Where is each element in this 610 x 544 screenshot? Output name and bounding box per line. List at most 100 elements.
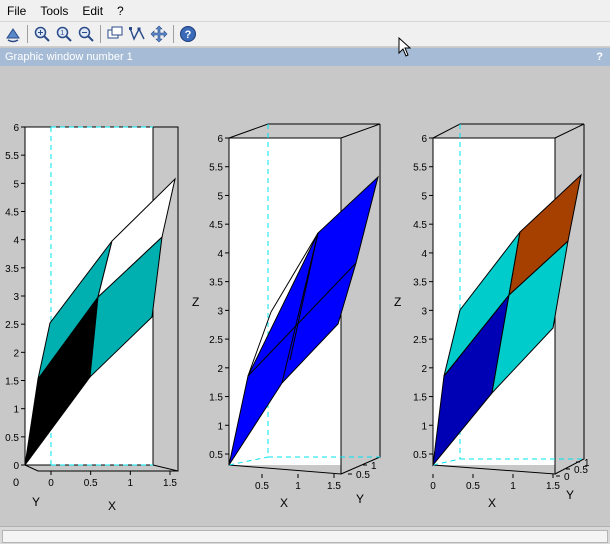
y-tick-label: 0.5 — [574, 465, 588, 476]
x-tick-label: 0 — [48, 478, 54, 489]
z-tick-label: 0.5 — [5, 433, 19, 444]
z-tick-label: 1.5 — [209, 393, 223, 404]
plot-2-surface — [228, 175, 379, 466]
plot-2-box-right — [340, 124, 381, 475]
x-tick-label: 1.5 — [327, 481, 341, 492]
z-tick-label: 2 — [421, 364, 427, 375]
z-tick-label: 4 — [217, 249, 223, 260]
plot-1-z-axis: 0 0.5 1 1.5 2 2.5 3 3.5 4 4.5 5 5.5 6 — [5, 123, 25, 472]
z-tick-label: 4.5 — [413, 220, 427, 231]
plot-1-x-axis: 0 0.5 1 1.5 — [48, 471, 177, 489]
z-tick-label: 2.5 — [209, 335, 223, 346]
plot-2-dashed-diag — [228, 456, 269, 466]
graphic-window-titlebar: Graphic window number 1 ? — [0, 48, 610, 66]
plot-2-xlabel: X — [280, 496, 288, 510]
z-tick-label: 5 — [421, 191, 427, 202]
zoom-in-icon[interactable] — [32, 24, 52, 44]
z-tick-label: 4.5 — [209, 220, 223, 231]
menu-bar: File Tools Edit ? — [0, 0, 610, 21]
z-tick-label: 2.5 — [413, 335, 427, 346]
x-tick-label: 1 — [295, 481, 301, 492]
z-tick-label: 3.5 — [209, 278, 223, 289]
x-tick-label: 0 — [430, 481, 436, 492]
rotate-icon[interactable] — [3, 24, 23, 44]
plot-3-z-axis: 0.5 1 1.5 2 2.5 3 3.5 4 4.5 5 5.5 6 — [413, 134, 433, 461]
z-tick-label: 2.5 — [5, 320, 19, 331]
y-tick-label: 1 — [584, 458, 590, 469]
svg-text:?: ? — [185, 29, 192, 41]
plot-3-zlabel: Z — [394, 295, 401, 309]
menu-help[interactable]: ? — [117, 3, 124, 18]
plot-3-dashed-diag — [432, 458, 461, 466]
plot-3-facet-brown — [508, 173, 582, 297]
plot-3-box-top — [432, 123, 585, 139]
status-field — [2, 530, 608, 543]
z-tick-label: 6 — [13, 123, 19, 134]
z-tick-label: 3 — [217, 306, 223, 317]
window-title: Graphic window number 1 — [5, 51, 133, 63]
z-tick-label: 5 — [13, 179, 19, 190]
plot-canvas[interactable]: 00.511.522.533.544.555.56 0 0.5 1 1.5 0 Y X… — [0, 66, 610, 526]
menu-file[interactable]: File — [7, 3, 27, 18]
z-tick-label: 2 — [13, 348, 19, 359]
plot-2-z-axis: 0.5 1 1.5 2 2.5 3 3.5 4 4.5 5 5.5 6 — [209, 134, 229, 461]
z-tick-label: 5.5 — [5, 151, 19, 162]
toolbar-separator — [100, 25, 101, 43]
plot-1-ylabel: Y — [32, 495, 40, 509]
x-tick-label: 0.5 — [466, 481, 480, 492]
x-tick-label: 1 — [128, 478, 134, 489]
z-tick-label: 6 — [217, 134, 223, 145]
plot-2: 0.511.522.533.544.555.56 0.5 1 1.5 0.51 Z … — [192, 123, 381, 510]
zoom-original-icon[interactable]: 1 — [54, 24, 74, 44]
z-tick-label: 4.5 — [5, 208, 19, 219]
plot-2-facet-edge — [247, 311, 272, 377]
plot-1: 0 0.5 1 1.5 2 2.5 3 3.5 4 4.5 5 5.5 6 0 0.5 1 1.5 0 Y X — [5, 123, 179, 513]
plot-1-y-tick: 0 — [13, 477, 19, 489]
status-bar — [0, 526, 610, 544]
window-help-button[interactable]: ? — [596, 51, 603, 63]
plot-1-xlabel: X — [108, 499, 116, 513]
z-tick-label: 5 — [217, 191, 223, 202]
plot-2-y-axis: 0.51 — [348, 461, 377, 481]
z-tick-label: 4 — [13, 236, 19, 247]
zoom-out-icon[interactable] — [76, 24, 96, 44]
y-tick-label: 0.5 — [356, 470, 370, 481]
toolbar-separator — [27, 25, 28, 43]
z-tick-label: 1.5 — [5, 377, 19, 388]
z-tick-label: 3 — [13, 292, 19, 303]
plot-3-ylabel: Y — [566, 488, 574, 502]
z-tick-label: 5.5 — [209, 163, 223, 174]
z-tick-label: 1 — [217, 421, 223, 432]
z-tick-label: 3 — [421, 306, 427, 317]
y-tick-label: 1 — [371, 461, 377, 472]
z-tick-label: 3.5 — [5, 264, 19, 275]
plot-3: 0.511.522.533.544.555.56 0 0.5 1 1.5 00.51 … — [394, 123, 590, 510]
y-tick-label: 0 — [564, 472, 570, 483]
mouse-cursor-icon — [398, 36, 412, 62]
plot-3-xlabel: X — [488, 496, 496, 510]
z-tick-label: 0.5 — [209, 450, 223, 461]
plot-3-x-axis: 0 0.5 1 1.5 — [430, 474, 560, 492]
z-tick-label: 1 — [13, 405, 19, 416]
menu-edit[interactable]: Edit — [82, 3, 104, 18]
plot-2-x-axis: 0.5 1 1.5 — [255, 474, 341, 492]
z-tick-label: 0.5 — [413, 450, 427, 461]
z-tick-label: 4 — [421, 249, 427, 260]
pan-icon[interactable] — [149, 24, 169, 44]
x-tick-label: 1.5 — [546, 481, 560, 492]
z-tick-label: 5.5 — [413, 163, 427, 174]
plot-1-facet-white — [97, 177, 176, 299]
plot-3-box-right — [554, 124, 585, 475]
datatip-icon[interactable] — [105, 24, 125, 44]
plot-2-box-top — [228, 123, 381, 139]
z-tick-label: 1 — [421, 421, 427, 432]
z-tick-label: 1.5 — [413, 393, 427, 404]
x-tick-label: 1 — [510, 481, 516, 492]
help-icon[interactable]: ? — [178, 24, 198, 44]
edit-curve-icon[interactable] — [127, 24, 147, 44]
x-tick-label: 0.5 — [84, 478, 98, 489]
toolbar: 1 ? — [0, 21, 610, 47]
z-tick-label: 0 — [13, 461, 19, 472]
plot-1-box-edge — [152, 464, 179, 472]
menu-tools[interactable]: Tools — [40, 3, 69, 18]
